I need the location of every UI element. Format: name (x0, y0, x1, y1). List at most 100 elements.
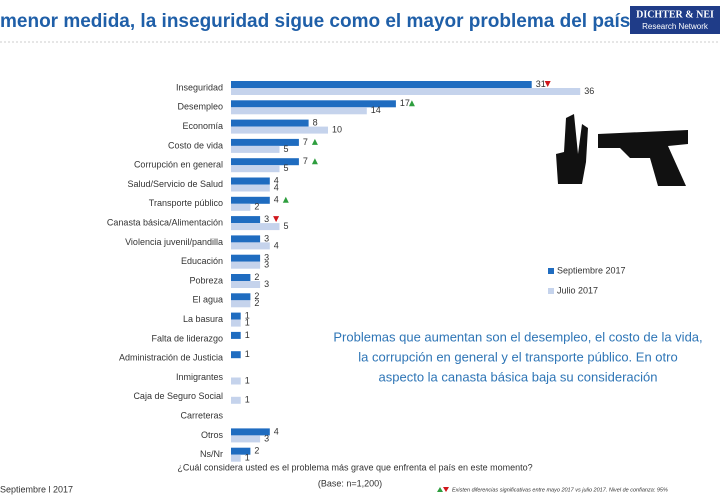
value-label: 3 (264, 214, 269, 224)
base: (Base: n=1,200) (318, 478, 382, 488)
bar (231, 396, 241, 404)
bar (231, 177, 270, 185)
category-label: Carreteras (180, 410, 223, 420)
change-marker (282, 196, 289, 203)
value-label: 31 (536, 79, 546, 89)
category-label: Falta de liderazgo (151, 333, 223, 343)
value-label: 17 (400, 98, 410, 108)
bar (231, 428, 270, 436)
legend-label: Julio 2017 (557, 285, 598, 295)
category-label: Economía (182, 121, 223, 131)
category-label: Desempleo (177, 102, 223, 112)
value-label: 3 (264, 233, 269, 243)
question: ¿Cuál considera usted es el problema más… (177, 462, 532, 472)
value-label: 4 (274, 182, 279, 192)
annotation: la corrupción en general y el transporte… (358, 349, 677, 364)
value-label: 2 (254, 446, 259, 456)
value-label: 8 (313, 117, 318, 127)
category-label: Otros (201, 430, 224, 440)
bar (231, 158, 299, 166)
bar (231, 293, 251, 301)
value-label: 5 (284, 163, 289, 173)
bar (231, 100, 396, 108)
value-label: 3 (264, 433, 269, 443)
bar (231, 261, 261, 269)
bar (231, 242, 270, 250)
category-label: Canasta básica/Alimentación (107, 217, 223, 227)
change-marker (273, 216, 280, 223)
legend-swatch (548, 288, 554, 294)
value-label: 4 (274, 175, 279, 185)
bar (231, 435, 261, 443)
value-label: 14 (371, 105, 381, 115)
category-label: Salud/Servicio de Salud (127, 179, 223, 189)
category-label: La basura (183, 314, 223, 324)
bar (231, 331, 241, 339)
value-label: 2 (254, 298, 259, 308)
change-marker (311, 138, 318, 145)
value-label: 1 (245, 349, 250, 359)
category-label: Inmigrantes (176, 372, 224, 382)
bar (231, 235, 261, 243)
value-label: 3 (264, 279, 269, 289)
bar (231, 81, 532, 88)
bar (231, 119, 309, 127)
value-label: 1 (245, 317, 250, 327)
change-marker (408, 100, 415, 107)
category-label: Inseguridad (176, 82, 223, 92)
category-label: Caja de Seguro Social (133, 391, 223, 401)
legend-swatch (548, 268, 554, 274)
value-label: 4 (274, 195, 279, 205)
value-label: 5 (284, 221, 289, 231)
footnote-down (443, 487, 449, 492)
logo-name: DICHTER & NEI (636, 9, 714, 20)
category-label: El agua (192, 295, 223, 305)
bar (231, 319, 241, 327)
value-label: 3 (264, 260, 269, 270)
legend-label: Septiembre 2017 (557, 265, 626, 275)
value-label: 10 (332, 124, 342, 134)
category-label: Transporte público (149, 198, 223, 208)
category-label: Ns/Nr (200, 449, 223, 459)
date: Septiembre l 2017 (0, 484, 73, 494)
bar (231, 88, 581, 95)
value-label: 5 (284, 144, 289, 154)
value-label: 1 (245, 375, 250, 385)
category-label: Corrupción en general (134, 160, 223, 170)
category-label: Educación (181, 256, 223, 266)
annotation: aspecto la canasta básica baja su consid… (379, 369, 658, 384)
value-label: 7 (303, 156, 308, 166)
bar (231, 216, 261, 224)
annotation: Problemas que aumentan son el desempleo,… (333, 329, 702, 344)
bar (231, 138, 299, 146)
category-label: Costo de vida (168, 140, 223, 150)
bar (231, 281, 261, 288)
bar (231, 107, 367, 115)
category-label: Pobreza (189, 275, 223, 285)
value-label: 1 (245, 395, 250, 405)
bar (231, 145, 280, 153)
change-marker (311, 158, 318, 165)
value-label: 2 (254, 272, 259, 282)
bar (231, 447, 251, 455)
logo-box (630, 6, 720, 34)
chart-title: menor medida, la inseguridad sigue como … (0, 11, 636, 32)
icon (556, 114, 688, 186)
bar (231, 377, 241, 385)
bar (231, 203, 251, 211)
footnote: Existen diferencias significativas entre… (452, 487, 668, 493)
bar (231, 126, 328, 134)
category-label: Administración de Justicia (119, 353, 223, 363)
value-label: 4 (274, 240, 279, 250)
logo-sub: Research Network (642, 22, 709, 31)
footnote-up (437, 487, 443, 492)
value-label: 1 (245, 453, 250, 463)
bar (231, 223, 280, 231)
value-label: 2 (254, 202, 259, 212)
change-marker (544, 81, 551, 87)
bar (231, 300, 251, 308)
value-label: 4 (274, 426, 279, 436)
value-label: 7 (303, 137, 308, 147)
value-label: 1 (245, 330, 250, 340)
bar (231, 184, 270, 192)
